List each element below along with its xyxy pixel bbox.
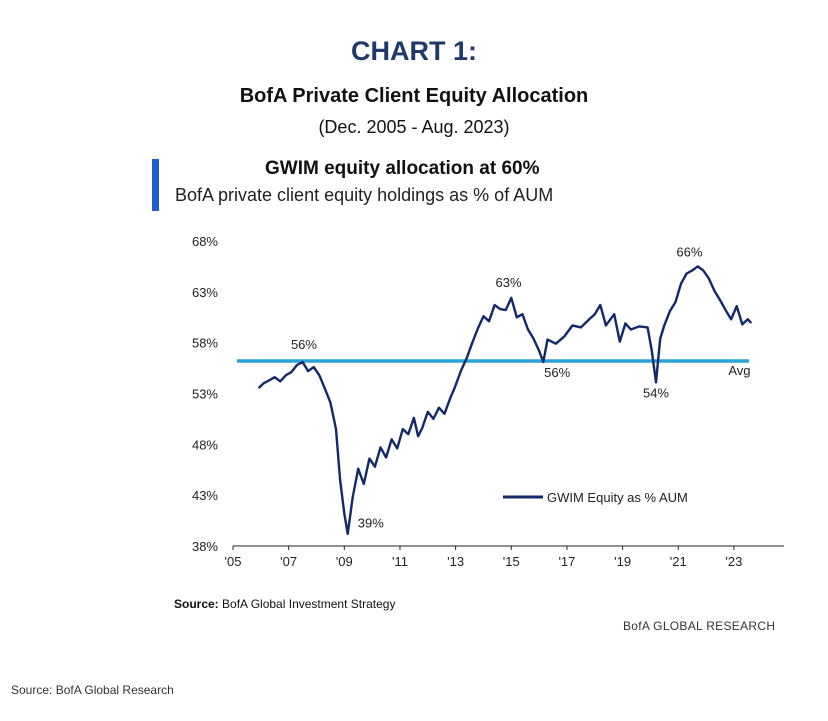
data-label: 39% bbox=[358, 516, 384, 531]
y-tick-label: 53% bbox=[192, 387, 218, 402]
x-tick-label: '17 bbox=[558, 554, 575, 569]
data-label: 63% bbox=[495, 275, 521, 290]
data-label: Avg bbox=[728, 363, 750, 378]
chart-source-text: BofA Global Investment Strategy bbox=[218, 597, 396, 611]
data-label: 56% bbox=[291, 337, 317, 352]
x-tick-label: '05 bbox=[225, 554, 242, 569]
chart-number: CHART 1: bbox=[351, 36, 477, 66]
x-tick-label: '19 bbox=[614, 554, 631, 569]
x-tick-label: '15 bbox=[503, 554, 520, 569]
x-tick-label: '23 bbox=[725, 554, 742, 569]
data-label: 54% bbox=[643, 386, 669, 401]
y-tick-label: 58% bbox=[192, 336, 218, 351]
page-title: BofA Private Client Equity Allocation bbox=[239, 85, 589, 107]
title-accent-bar bbox=[152, 159, 159, 211]
series-line bbox=[258, 265, 752, 535]
legend-label: GWIM Equity as % AUM bbox=[547, 490, 688, 505]
data-label: 56% bbox=[544, 365, 570, 380]
page-subtitle: (Dec. 2005 - Aug. 2023) bbox=[318, 117, 510, 137]
y-tick-label: 68% bbox=[192, 234, 218, 249]
y-tick-label: 38% bbox=[192, 539, 218, 554]
page-source: Source: BofA Global Research bbox=[11, 683, 174, 697]
chart-source-label: Source: bbox=[174, 597, 219, 611]
x-tick-label: '07 bbox=[280, 554, 297, 569]
chart-subtitle: BofA private client equity holdings as %… bbox=[175, 185, 554, 205]
x-tick-label: '11 bbox=[392, 554, 408, 569]
brand-label: BofA GLOBAL RESEARCH bbox=[623, 619, 776, 633]
x-tick-label: '09 bbox=[336, 554, 353, 569]
y-tick-label: 48% bbox=[192, 437, 218, 452]
x-tick-label: '21 bbox=[670, 554, 687, 569]
data-label: 66% bbox=[676, 244, 702, 259]
y-tick-label: 43% bbox=[192, 488, 218, 503]
y-tick-label: 63% bbox=[192, 285, 218, 300]
x-tick-label: '13 bbox=[447, 554, 464, 569]
chart-title: GWIM equity allocation at 60% bbox=[265, 158, 540, 179]
chart-source: Source: BofA Global Investment Strategy bbox=[174, 597, 395, 611]
